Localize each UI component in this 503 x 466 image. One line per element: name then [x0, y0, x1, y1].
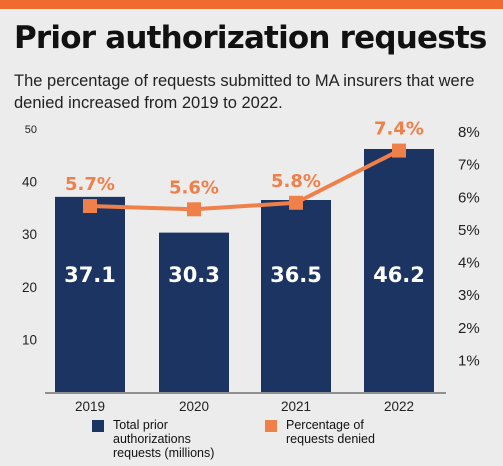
percentage-line — [89, 148, 400, 212]
right-tick-label: 1% — [458, 352, 480, 369]
left-axis: 10 20 30 40 50 — [22, 124, 37, 347]
line-point — [392, 143, 406, 158]
bar-value-label: 37.1 — [64, 263, 116, 287]
legend-item-total-requests: Total prior authorizations requests (mil… — [92, 418, 242, 460]
legend-label-percentage-denied: Percentage of requests denied — [286, 418, 375, 446]
line-value-label: 5.8% — [271, 171, 321, 192]
right-tick-label: 5% — [458, 222, 480, 239]
chart-subtitle: The percentage of requests submitted to … — [14, 72, 475, 112]
bar-value-label: 46.2 — [373, 263, 425, 287]
right-axis: 1% 2% 3% 4% 5% 6% 7% 8% — [458, 124, 480, 369]
bar — [364, 148, 434, 392]
right-tick-label: 3% — [458, 287, 480, 304]
bar — [261, 200, 331, 392]
legend-label-total-requests: Total prior authorizations requests (mil… — [113, 418, 215, 460]
right-tick-label: 2% — [458, 320, 480, 337]
legend-swatch-orange — [265, 420, 277, 432]
chart-title: Prior authorization requests — [14, 20, 487, 56]
line-point — [187, 202, 201, 217]
x-tick-label: 2019 — [75, 399, 105, 414]
left-tick-label: 50 — [25, 124, 37, 136]
bar-series: 37.1 30.3 36.5 46.2 — [55, 148, 434, 392]
bar-value-label: 36.5 — [270, 263, 322, 287]
line-value-label: 7.4% — [374, 119, 424, 140]
x-tick-label: 2021 — [281, 399, 311, 414]
left-tick-label: 10 — [22, 332, 37, 347]
left-tick-label: 20 — [22, 280, 37, 295]
bar-value-label: 30.3 — [168, 263, 220, 287]
line-value-label: 5.6% — [169, 177, 219, 198]
x-tick-label: 2022 — [384, 399, 414, 414]
line-series: 5.7% 5.6% 5.8% 7.4% — [65, 119, 424, 217]
legend-item-percentage-denied: Percentage of requests denied — [265, 418, 415, 446]
right-tick-label: 4% — [458, 255, 480, 272]
left-tick-label: 40 — [22, 175, 37, 190]
bar — [55, 196, 125, 392]
right-tick-label: 7% — [458, 157, 480, 174]
x-tick-label: 2020 — [179, 399, 209, 414]
bar — [159, 232, 229, 392]
right-tick-label: 6% — [458, 189, 480, 206]
legend-swatch-navy — [92, 420, 104, 432]
line-value-label: 5.7% — [65, 174, 115, 195]
accent-bar — [0, 0, 503, 9]
line-point — [289, 195, 303, 210]
left-tick-label: 30 — [22, 227, 37, 242]
x-axis: 2019 2020 2021 2022 — [45, 392, 446, 414]
line-point — [83, 199, 97, 214]
right-tick-label: 8% — [458, 124, 480, 141]
